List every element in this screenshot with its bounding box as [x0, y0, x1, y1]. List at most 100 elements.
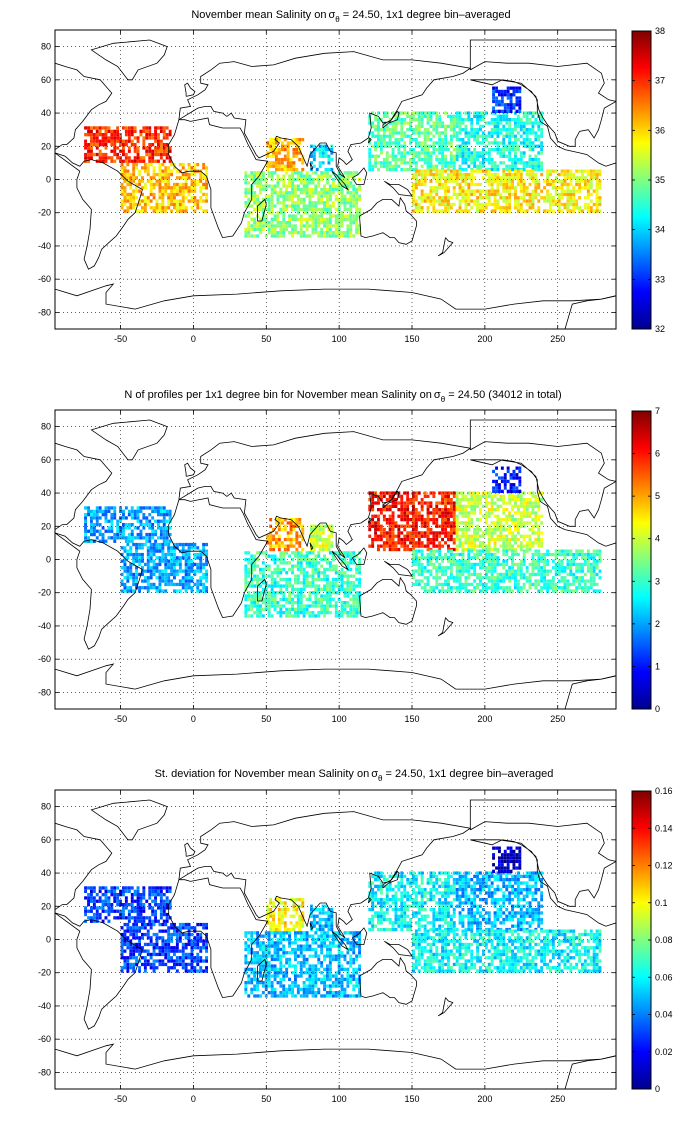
bin-cell	[187, 586, 191, 590]
bin-cell	[441, 511, 444, 515]
bin-cell	[355, 194, 359, 198]
bin-cell	[323, 567, 326, 572]
bin-cell	[343, 231, 347, 235]
bin-cell	[432, 494, 436, 498]
bin-cell	[441, 124, 444, 128]
bin-cell	[205, 209, 208, 213]
bin-cell	[414, 176, 418, 180]
bin-cell	[123, 586, 127, 590]
bin-cell	[414, 518, 418, 522]
bin-cell	[276, 197, 280, 202]
bin-cell	[308, 604, 312, 608]
bin-cell	[168, 519, 172, 523]
bin-cell	[288, 224, 291, 228]
bin-cell	[444, 124, 447, 128]
bin-cell	[391, 167, 395, 172]
bin-cell	[159, 509, 163, 513]
bin-cell	[414, 531, 418, 535]
bin-cell	[162, 536, 166, 540]
bin-cell	[423, 147, 427, 152]
bin-cell	[531, 196, 535, 200]
bin-cell	[452, 172, 456, 177]
bin-cell	[467, 534, 471, 538]
bin-cell	[528, 199, 532, 203]
bin-cell	[423, 169, 427, 173]
bin-cell	[282, 227, 286, 231]
bin-cell	[181, 556, 185, 560]
bin-cell	[273, 594, 277, 598]
bin-cell	[256, 574, 259, 578]
bin-cell	[420, 199, 424, 203]
bin-cell	[184, 186, 188, 190]
bin-cell	[175, 189, 179, 193]
bin-cell	[512, 476, 516, 480]
bin-cell	[349, 214, 353, 218]
bin-cell	[280, 144, 284, 148]
coastline	[437, 237, 454, 257]
bin-cell	[126, 572, 130, 577]
bin-cell	[467, 131, 471, 135]
bin-cell	[371, 124, 375, 128]
bin-cell	[129, 202, 133, 207]
bin-cell	[519, 206, 523, 210]
bin-cell	[277, 541, 281, 545]
bin-cell	[343, 554, 347, 558]
bin-cell	[534, 196, 538, 200]
bin-cell	[141, 586, 144, 590]
bin-cell	[505, 518, 509, 522]
bin-cell	[412, 511, 415, 515]
bin-cell	[420, 552, 424, 557]
bin-cell	[116, 146, 120, 150]
bin-cell	[531, 544, 535, 548]
bin-cell	[104, 139, 108, 143]
bin-cell	[397, 537, 401, 542]
bin-cell	[270, 604, 274, 608]
bin-cell	[296, 594, 300, 598]
bin-cell	[334, 607, 338, 611]
x-tick-label: -50	[114, 334, 127, 344]
bin-cell	[247, 594, 251, 598]
bin-cell	[514, 518, 517, 522]
bin-cell	[302, 234, 306, 238]
bin-cell	[162, 143, 166, 147]
bin-cell	[487, 511, 491, 515]
bin-cell	[493, 118, 497, 122]
bin-cell	[470, 151, 474, 155]
bin-cell	[458, 206, 462, 210]
bin-cell	[139, 529, 143, 533]
bin-cell	[328, 217, 332, 221]
bin-cell	[394, 544, 398, 548]
bin-cell	[403, 118, 407, 122]
bin-cell	[391, 531, 395, 535]
bin-cell	[447, 518, 450, 522]
bin-cell	[167, 166, 171, 170]
bin-cell	[414, 164, 418, 168]
bin-cell	[540, 144, 544, 148]
bin-cell	[122, 532, 125, 537]
bin-cell	[280, 164, 284, 168]
bin-cell	[391, 534, 395, 538]
bin-cell	[417, 209, 421, 213]
bin-cell	[388, 131, 392, 135]
bin-cell	[358, 184, 361, 188]
bin-cell	[374, 154, 377, 158]
bin-cell	[438, 134, 442, 138]
bin-cell	[481, 189, 485, 193]
bin-cell	[447, 589, 450, 593]
bin-cell	[473, 182, 477, 187]
bin-cell	[441, 186, 444, 190]
bin-cell	[276, 217, 280, 221]
bin-cell	[161, 179, 165, 183]
bin-cell	[244, 567, 248, 572]
bin-cell	[155, 182, 159, 187]
bin-cell	[516, 199, 520, 203]
bin-cell	[479, 209, 482, 213]
bin-cell	[244, 574, 248, 578]
bin-cell	[127, 509, 131, 513]
bin-cell	[546, 179, 549, 183]
bin-cell	[470, 134, 474, 138]
bin-cell	[476, 189, 479, 193]
bin-cell	[476, 128, 479, 132]
bin-cell	[299, 604, 303, 608]
bin-cell	[534, 179, 538, 183]
